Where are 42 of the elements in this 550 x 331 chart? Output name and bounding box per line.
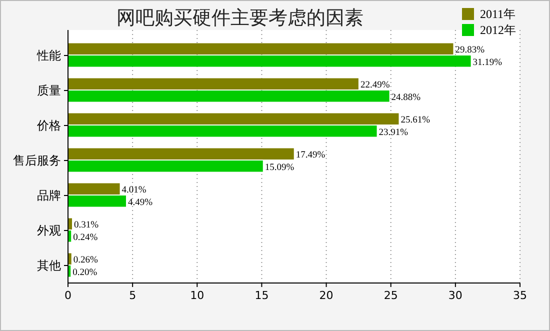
y-tick-label: 质量 [37,84,61,98]
bar [68,90,390,102]
x-tick-label: 30 [448,289,462,302]
y-tick-label: 品牌 [37,188,61,203]
legend-label: 2012年 [480,23,516,38]
x-tick-label: 10 [190,289,204,302]
data-label: 31.19% [472,58,502,68]
bar [68,126,377,137]
bar [68,148,294,160]
legend-label: 2011年 [480,7,516,22]
y-tick-label: 性能 [36,48,61,63]
chart-title: 网吧购买硬件主要考虑的因素 [116,7,364,29]
bar [68,183,120,194]
x-tick-label: 35 [513,289,527,302]
x-tick-label: 15 [254,289,269,302]
data-label: 0.20% [72,268,98,278]
y-tick-label: 价格 [36,118,61,133]
data-label: 0.31% [74,220,99,231]
bar [68,78,358,90]
y-tick-label: 外观 [37,224,61,238]
data-label: 0.26% [73,256,98,266]
data-label: 24.88% [391,92,421,103]
x-tick-label: 25 [384,289,398,302]
data-label: 25.61% [400,116,430,126]
bar [68,56,471,67]
x-tick-label: 0 [64,289,72,302]
x-tick-label: 20 [319,289,334,302]
data-label: 15.09% [264,162,294,173]
data-label: 23.91% [378,128,408,138]
y-tick-label: 售后服务 [13,154,61,168]
bar [68,43,454,54]
x-tick-label: 5 [129,289,136,302]
data-label: 29.83% [455,46,485,56]
data-label: 0.24% [73,232,98,243]
bar [68,196,126,207]
bar [68,113,399,124]
data-label: 4.49% [128,198,153,208]
data-label: 4.01% [122,186,146,196]
y-tick-label: 其他 [37,258,61,273]
bar [68,160,263,172]
data-label: 17.49% [296,150,326,161]
data-label: 22.49% [360,80,390,91]
